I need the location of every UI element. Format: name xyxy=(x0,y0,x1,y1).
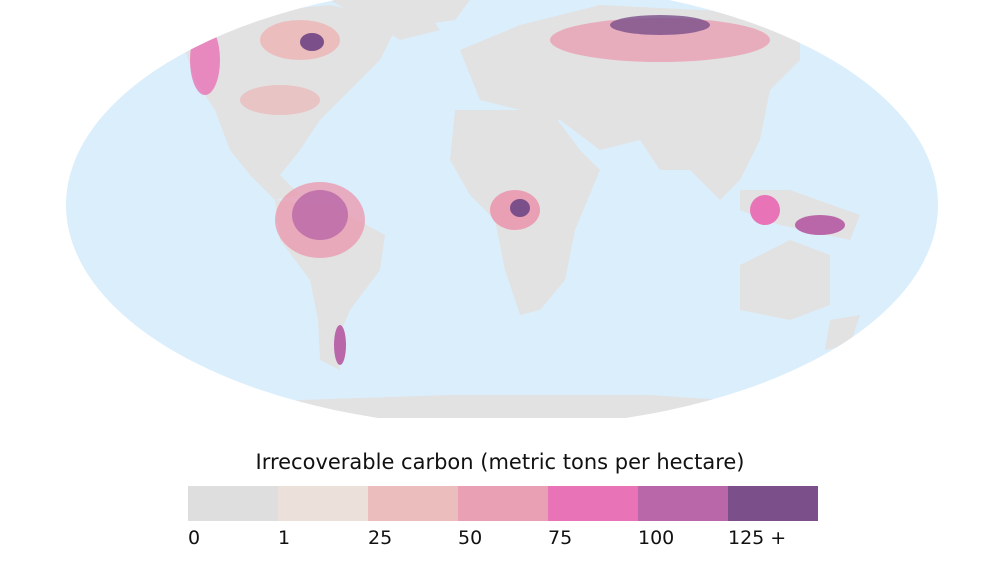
legend-title: Irrecoverable carbon (metric tons per he… xyxy=(255,450,745,474)
legend-label: 50 xyxy=(458,527,483,549)
carbon-hotspots xyxy=(190,15,845,365)
legend-labels: 0 1 25 50 75 100 125 + xyxy=(188,527,818,551)
legend-swatch xyxy=(458,486,548,521)
legend-swatch xyxy=(368,486,458,521)
legend-swatch xyxy=(548,486,638,521)
legend-label: 1 xyxy=(278,527,291,549)
legend-label: 125 + xyxy=(728,527,787,549)
legend-swatch xyxy=(188,486,278,521)
world-map xyxy=(66,0,938,418)
legend-label: 25 xyxy=(368,527,393,549)
legend-swatch xyxy=(638,486,728,521)
legend-label: 75 xyxy=(548,527,573,549)
legend-label: 0 xyxy=(188,527,201,549)
legend-color-bar xyxy=(188,486,818,521)
legend-swatch xyxy=(278,486,368,521)
legend-swatch xyxy=(728,486,818,521)
legend-label: 100 xyxy=(638,527,675,549)
